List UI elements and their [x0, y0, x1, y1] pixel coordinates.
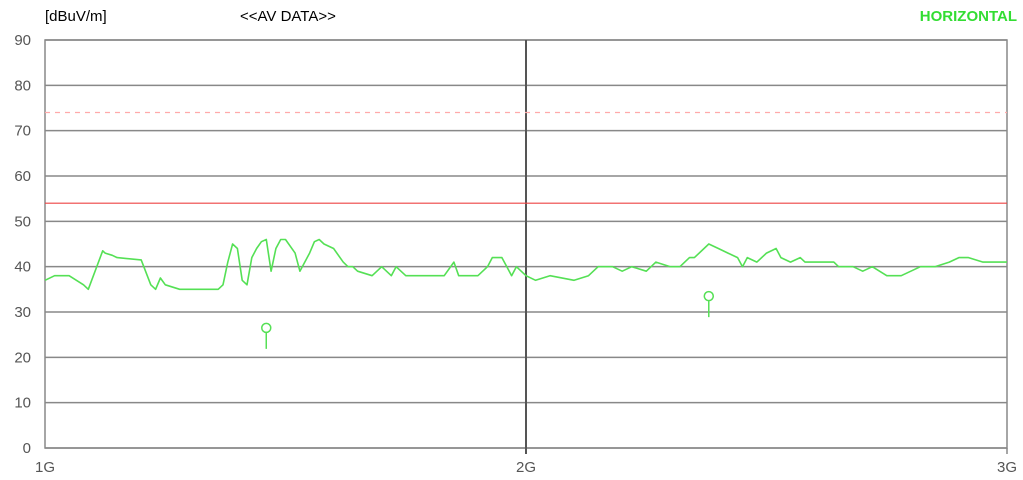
marker-group: [261, 290, 715, 349]
peak-marker: [261, 322, 272, 349]
marker-head: [261, 322, 272, 334]
y-tick-label: 80: [14, 77, 31, 94]
y-tick-label: 70: [14, 123, 31, 140]
peak-marker: [703, 290, 715, 318]
y-tick-label: 30: [14, 304, 31, 321]
y-tick-label: 10: [14, 395, 31, 412]
y-tick-label: 20: [14, 349, 31, 366]
limit-lines: [45, 111, 1007, 204]
trace-group: [44, 238, 1007, 291]
y-tick-labels: 0 10 20 30 40 50 60 70 80 90: [14, 32, 31, 457]
polarization-label: HORIZONTAL: [919, 8, 1017, 25]
y-tick-label: 50: [14, 213, 31, 230]
x-tick-label: 2G: [516, 459, 536, 476]
grid-lines: [44, 39, 1008, 454]
y-tick-label: 40: [14, 259, 31, 276]
x-tick-label: 3G: [997, 459, 1017, 476]
y-axis-unit-label: [dBuV/m]: [45, 8, 107, 25]
chart-title: <<AV DATA>>: [240, 8, 336, 25]
y-tick-label: 90: [14, 32, 31, 49]
x-tick-labels: 1G 2G 3G: [35, 459, 1017, 476]
marker-head: [703, 290, 715, 302]
data-trace: [44, 238, 1007, 291]
y-tick-label: 0: [23, 440, 31, 457]
x-tick-label: 1G: [35, 459, 55, 476]
y-tick-label: 60: [14, 168, 31, 185]
